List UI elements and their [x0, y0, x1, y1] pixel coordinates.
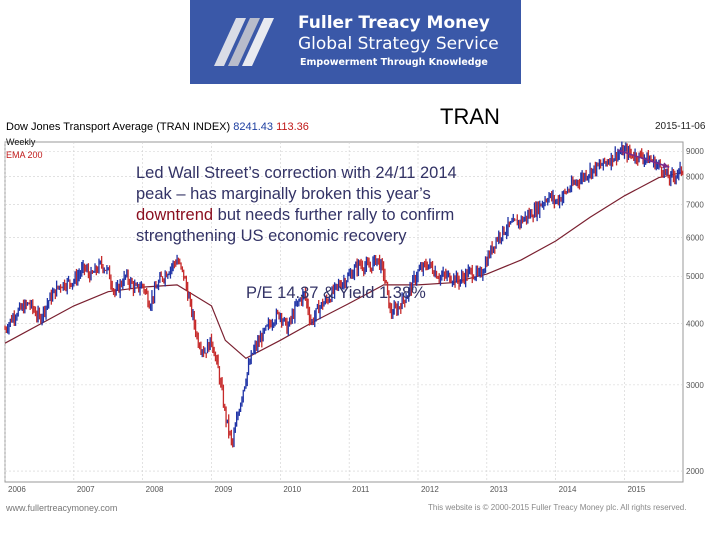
y-tick-label: 2000: [686, 467, 704, 476]
chart-last-value: 8241.43: [233, 121, 273, 133]
x-tick-label: 2009: [214, 485, 232, 494]
x-tick-label: 2012: [421, 485, 439, 494]
annotation-downtrend-word: downtrend: [136, 206, 214, 224]
fuller-treacy-money-logo-icon: [214, 18, 274, 66]
x-tick-label: 2010: [283, 485, 301, 494]
legend-ema: EMA 200: [6, 150, 43, 160]
x-tick-label: 2011: [352, 485, 370, 494]
x-tick-label: 2007: [77, 485, 95, 494]
brand-tagline: Empowerment Through Knowledge: [300, 57, 488, 68]
legend-weekly: Weekly: [6, 137, 36, 147]
x-tick-label: 2014: [559, 485, 577, 494]
y-tick-label: 3000: [686, 381, 704, 390]
annotation-line-3-rest: but needs further rally to confirm: [213, 206, 455, 224]
x-tick-label: 2015: [627, 485, 645, 494]
tran-chart: 2000 3000 4000 5000 6000 7000 8000 9000 2006 2007…: [4, 141, 704, 494]
y-tick-label: 8000: [686, 172, 704, 181]
annotation-line-2: peak – has marginally broken this year’s: [136, 185, 431, 203]
y-tick-label: 6000: [686, 233, 704, 242]
y-tick-label: 9000: [686, 147, 704, 156]
chart-change-value: 113.36: [276, 121, 309, 133]
annotation-line-3: downtrend but needs further rally to con…: [136, 205, 536, 226]
brand-banner: Fuller Treacy Money Global Strategy Serv…: [190, 0, 521, 84]
y-tick-label: 5000: [686, 272, 704, 281]
x-tick-label: 2006: [8, 485, 26, 494]
y-tick-label: 4000: [686, 320, 704, 329]
footer-copyright: This website is © 2000-2015 Fuller Treac…: [428, 503, 687, 512]
annotation-line-4: strengthening US economic recovery: [136, 227, 407, 245]
x-tick-label: 2008: [146, 485, 164, 494]
chart-annotation: Led Wall Street’s correction with 24/11 …: [136, 163, 536, 247]
brand-name: Fuller Treacy Money: [298, 13, 490, 33]
x-tick-label: 2013: [490, 485, 508, 494]
downtrend-arrow-head: [662, 162, 670, 169]
chart-header: Dow Jones Transport Average (TRAN INDEX)…: [6, 121, 309, 133]
y-tick-label: 7000: [686, 201, 704, 210]
footer-website: www.fullertreacymoney.com: [6, 503, 118, 513]
pe-yield-note: P/E 14.37 & Yield 1.38%: [246, 284, 426, 302]
brand-service: Global Strategy Service: [298, 34, 499, 54]
slide-title: TRAN: [440, 104, 500, 129]
chart-index-name: Dow Jones Transport Average (TRAN INDEX): [6, 121, 231, 133]
annotation-line-1: Led Wall Street’s correction with 24/11 …: [136, 164, 457, 182]
chart-date: 2015-11-06: [655, 121, 706, 132]
downtrend-arrow: [617, 149, 670, 168]
